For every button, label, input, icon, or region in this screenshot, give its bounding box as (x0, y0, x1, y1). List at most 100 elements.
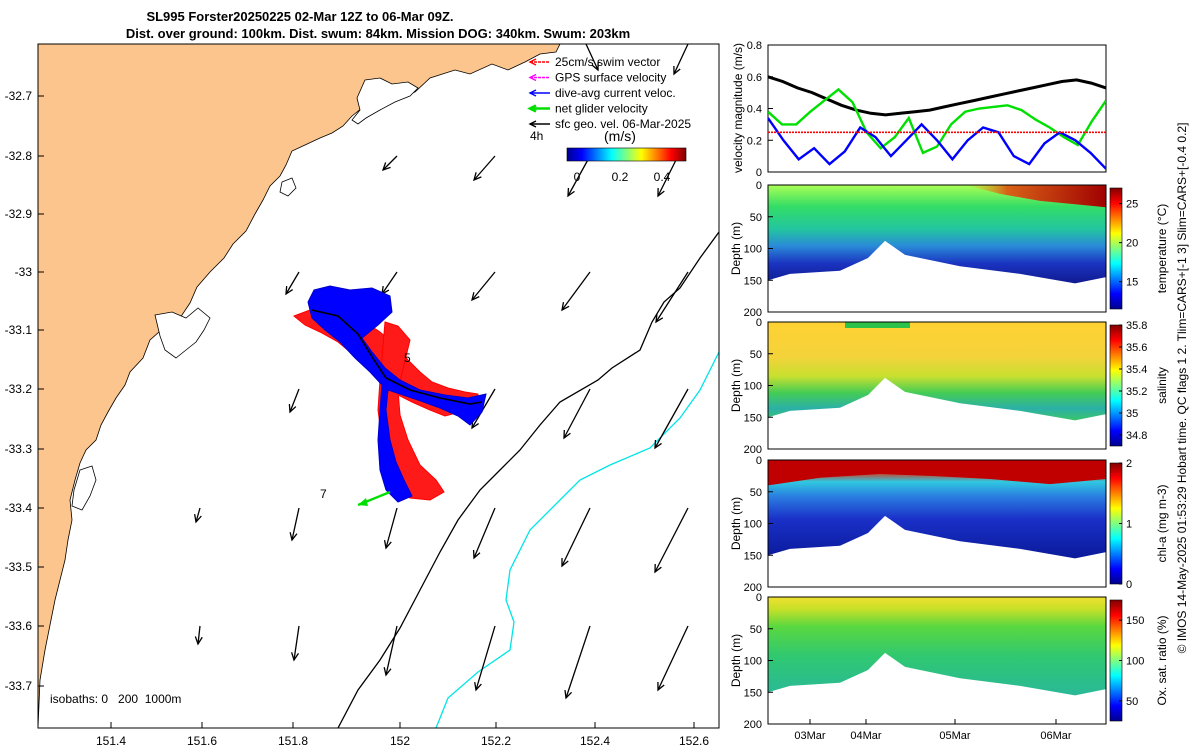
section-data-field (768, 460, 1106, 559)
depth-tick-label: 150 (744, 412, 762, 424)
land-mass (38, 44, 561, 728)
colorbar-tick-label: 2 (1126, 458, 1132, 470)
lat-tick-label: -32.7 (5, 89, 33, 103)
sfc-velocity-arrow (385, 625, 398, 676)
sfc-velocity-arrow (585, 44, 599, 71)
lat-tick-label: -33.3 (5, 442, 33, 456)
depth-tick-label: 0 (756, 592, 762, 604)
lat-tick-label: -33 (15, 265, 33, 279)
sfc-velocity-arrow-head (193, 514, 202, 524)
depth-axis-label: Depth (m) (729, 497, 743, 550)
track-label-5: 5 (404, 351, 411, 365)
section-panel-2: 0 50 100 150 200 Depth (m) 35.8 35.6 35.4 35.2 35 3… (729, 317, 1169, 456)
map-panel: 5 7 isobaths: 0 200 1000m 151.4 151.6 151.… (5, 9, 720, 748)
glider-path (311, 309, 483, 405)
sfc-velocity-arrow-head (567, 187, 575, 198)
legend-label: sfc geo. vel. 06-Mar-2025 (555, 117, 691, 131)
date-tick-label: 06Mar (1040, 730, 1072, 742)
velocity-series-dive-avg-current (768, 117, 1106, 170)
sfc-velocity-arrow (293, 625, 300, 661)
sfc-velocity-arrow (563, 388, 591, 439)
depth-tick-label: 150 (744, 687, 762, 699)
colorbar-tick-label: 35.4 (1126, 364, 1147, 376)
lake-small (279, 177, 297, 197)
sfc-velocity-arrow-head (381, 162, 391, 172)
depth-tick-label: 0 (756, 317, 762, 329)
depth-tick-label: 200 (744, 444, 762, 456)
velocity-ylabel: velocity magnitude (m/s) (731, 43, 745, 173)
glider-track (293, 285, 487, 507)
isobaths-note: isobaths: 0 200 1000m (50, 692, 181, 706)
lat-tick-label: -32.8 (5, 149, 33, 163)
sfc-velocity-arrow (291, 507, 300, 541)
depth-axis-label: Depth (m) (729, 634, 743, 687)
lon-tick-label: 151.6 (187, 734, 217, 748)
velocity-ytick-label: 0.4 (747, 104, 762, 116)
section-colorbar (1109, 324, 1123, 447)
lat-tick-label: -33.7 (5, 679, 33, 693)
velocity-ytick-label: 0.2 (747, 135, 762, 147)
legend-swatch-head (527, 104, 537, 113)
colorbar-tick-label: 34.8 (1126, 430, 1147, 442)
lat-tick-label: -33.2 (5, 382, 33, 396)
map-legend: 25cm/s swim vector GPS surface velocitydi… (527, 55, 691, 131)
sfc-velocity-arrow (473, 507, 496, 559)
lake-mid (154, 307, 211, 359)
sfc-velocity-arrow (561, 271, 591, 311)
sfc-velocity-arrow-head (383, 667, 392, 677)
speed-colorbar-label: 0 (574, 170, 581, 184)
colorbar-label: chl-a (mg m-3) (1155, 484, 1169, 562)
surface-velocity-arrows (193, 44, 689, 700)
lon-tick-label: 152.4 (580, 734, 610, 748)
lon-tick-label: 151.8 (278, 734, 308, 748)
section-data-field (768, 185, 1106, 284)
sfc-velocity-arrow (565, 625, 591, 699)
isobath-1000m (337, 231, 719, 728)
speed-colorbar-label: 0.2 (612, 170, 629, 184)
depth-tick-label: 200 (744, 719, 762, 731)
figure-title-line1: SL995 Forster20250225 02-Mar 12Z to 06-M… (146, 9, 453, 24)
sfc-velocity-arrow-head (194, 636, 203, 646)
sfc-velocity-arrow (475, 625, 496, 691)
colorbar-tick-label: 35.8 (1126, 320, 1147, 332)
velocity-lines (768, 75, 1106, 170)
depth-tick-label: 100 (744, 244, 762, 256)
colorbar-tick-label: 0 (1126, 579, 1132, 591)
time-step-label: 4h (530, 129, 543, 143)
sfc-velocity-arrow-head (285, 285, 294, 296)
sfc-velocity-arrow (382, 155, 398, 171)
sfc-velocity-arrow-head (471, 292, 480, 302)
lon-tick-label: 152.6 (679, 734, 709, 748)
legend-swatch-head (528, 73, 537, 82)
sfc-velocity-arrow-head (472, 549, 481, 560)
colorbar-label: Ox. sat. ratio (%) (1155, 615, 1169, 705)
sfc-velocity-arrow-head (564, 689, 573, 700)
depth-axis-label: Depth (m) (729, 359, 743, 412)
speed-colorbar-ticks: 0 0.2 0.4 (574, 170, 671, 184)
fresh-surface-patch (845, 322, 910, 328)
lake-south (71, 465, 97, 511)
sfc-velocity-arrow (654, 507, 689, 573)
date-tick-label: 04Mar (850, 730, 882, 742)
section-panel-3: 0 50 100 150 200 Depth (m) 2 1 0 chl-a (mg m-3) (729, 455, 1169, 594)
depth-tick-label: 50 (750, 212, 762, 224)
sfc-velocity-arrow-head (654, 563, 662, 574)
sfc-velocity-arrow-head (473, 172, 482, 182)
sfc-velocity-arrow-head (563, 429, 571, 440)
section-panel-1: 0 50 100 150 200 Depth (m) 25 20 15 temperature (… (729, 180, 1169, 319)
velocity-ticks: 0 0.2 0.4 0.6 0.8 (747, 40, 773, 179)
sfc-velocity-arrow (385, 507, 398, 549)
sfc-velocity-arrow (289, 388, 300, 413)
sfc-velocity-arrow-head (290, 652, 300, 662)
sfc-velocity-arrow-head (591, 61, 599, 72)
velocity-ytick-label: 0 (756, 167, 762, 179)
copyright-side-label: © IMOS 14-May-2025 01:53:29 Hobart time.… (1175, 123, 1189, 654)
sfc-velocity-arrow-head (289, 532, 298, 542)
depth-axis-label: Depth (m) (729, 222, 743, 275)
depth-tick-label: 0 (756, 180, 762, 192)
legend-swatch-head (528, 120, 537, 128)
